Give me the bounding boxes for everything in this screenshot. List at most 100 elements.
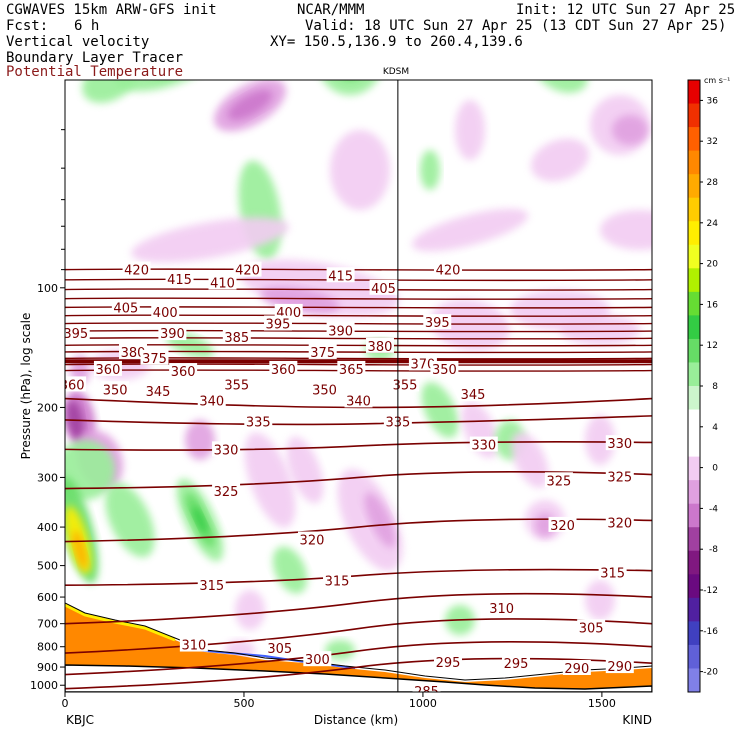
velocity-cell	[192, 506, 208, 534]
theta-contour	[65, 441, 652, 451]
colorbar-swatch	[688, 574, 700, 599]
velocity-cell	[235, 590, 265, 630]
theta-label-bg	[297, 531, 326, 547]
y-tick-label: 600	[37, 591, 58, 604]
velocity-cell	[364, 492, 396, 548]
velocity-cell	[244, 432, 296, 528]
theta-contour	[65, 618, 652, 654]
theta-label-bg	[65, 376, 87, 392]
theta-label-bg	[323, 572, 352, 588]
colorbar-tick-label: 36	[707, 96, 719, 106]
field-boundary-layer: Boundary Layer Tracer	[6, 50, 184, 66]
theta-label-bg	[605, 658, 634, 674]
theta-label-bg	[212, 441, 241, 457]
colorbar-swatch	[688, 80, 700, 105]
colorbar-tick-label: 12	[707, 341, 718, 351]
colorbar-swatch	[688, 409, 700, 434]
x-tick-label: 0	[62, 697, 69, 710]
theta-contour	[65, 363, 652, 366]
x-axis-label: Distance (km)	[314, 713, 398, 727]
y-tick-label: 700	[37, 618, 58, 631]
velocity-cell	[585, 415, 615, 465]
theta-label-bg	[144, 383, 173, 399]
theta-label-bg	[605, 435, 634, 451]
theta-contour-label: 375	[310, 346, 335, 361]
theta-label-bg	[337, 360, 366, 376]
theta-label-bg	[269, 360, 298, 376]
theta-label-bg	[605, 468, 634, 484]
theta-label-bg	[433, 654, 462, 670]
velocity-cell	[511, 432, 549, 488]
theta-contour	[65, 322, 652, 325]
velocity-cell	[420, 150, 440, 190]
theta-contour-label: 380	[368, 340, 393, 355]
organization: NCAR/MMM	[297, 2, 365, 18]
y-tick-label: 200	[37, 401, 58, 414]
theta-label-bg	[423, 314, 452, 330]
theta-label-bg	[158, 325, 187, 341]
colorbar: 36 32 28 24 20 16 12 8 4 0 -4 -8 -12 -16 -20	[687, 79, 719, 693]
theta-contour-label: 320	[550, 519, 575, 534]
colorbar-swatch	[688, 174, 700, 199]
colorbar-swatch	[688, 315, 700, 340]
theta-contour-label: 360	[96, 363, 121, 378]
velocity-cell	[455, 100, 485, 160]
theta-contour	[65, 329, 652, 333]
forecast-value: 6 h	[74, 18, 100, 34]
theta-label-bg	[469, 436, 498, 452]
theta-contour-label: 350	[432, 363, 457, 378]
colorbar-swatch	[688, 244, 700, 269]
theta-label-bg	[308, 343, 337, 359]
theta-contour-label: 395	[63, 327, 88, 342]
theta-contour	[65, 641, 652, 676]
cross-section-xy: XY= 150.5,136.9 to 260.4,139.6	[270, 34, 523, 50]
velocity-cell	[131, 217, 289, 263]
velocity-cell	[286, 436, 324, 504]
theta-label-bg	[197, 577, 226, 593]
theta-contour	[65, 657, 652, 690]
colorbar-swatch	[688, 386, 700, 411]
theta-contour-label: 310	[489, 602, 514, 617]
colorbar-swatch	[688, 644, 700, 669]
theta-contour	[65, 268, 652, 271]
velocity-cell	[532, 80, 588, 93]
plot-frame	[64, 79, 653, 693]
model-title: CGWAVES 15km ARW-GFS init	[6, 2, 217, 18]
theta-contour-label: 330	[471, 439, 496, 454]
theta-contour-label: 405	[113, 301, 138, 316]
velocity-cell	[142, 36, 209, 85]
y-tick-label: 400	[37, 521, 58, 534]
theta-contour	[65, 518, 652, 543]
colorbar-swatch	[688, 150, 700, 175]
colorbar-swatch	[688, 197, 700, 222]
theta-contour	[65, 288, 652, 291]
theta-label-bg	[303, 651, 332, 667]
theta-contour-label: 330	[214, 443, 239, 458]
theta-label-bg	[310, 381, 339, 397]
velocity-cell	[272, 546, 308, 594]
theta-contour	[65, 470, 652, 490]
theta-contour-label: 290	[607, 660, 632, 675]
y-tick-label: 900	[37, 661, 58, 674]
velocity-cell	[330, 30, 370, 80]
colorbar-swatch	[688, 362, 700, 387]
theta-label-bg	[598, 564, 627, 580]
terrain	[65, 664, 652, 692]
colorbar-swatch	[688, 268, 700, 293]
theta-label-bg	[344, 392, 373, 408]
theta-contour-label: 305	[579, 621, 604, 636]
theta-label-bg	[151, 303, 180, 319]
theta-contour-label: 315	[325, 574, 350, 589]
theta-label-bg	[412, 683, 441, 692]
theta-contour	[65, 314, 652, 317]
theta-contour-label: 420	[436, 264, 461, 279]
colorbar-swatch	[688, 338, 700, 363]
colorbar-tick-label: -4	[709, 504, 718, 514]
theta-contour-label: 300	[305, 653, 330, 668]
velocity-cell	[530, 138, 590, 182]
velocity-cell	[185, 420, 215, 460]
theta-label-bg	[365, 337, 394, 353]
station-left: KBJC	[66, 713, 94, 727]
theta-contour-label: 385	[224, 331, 249, 346]
